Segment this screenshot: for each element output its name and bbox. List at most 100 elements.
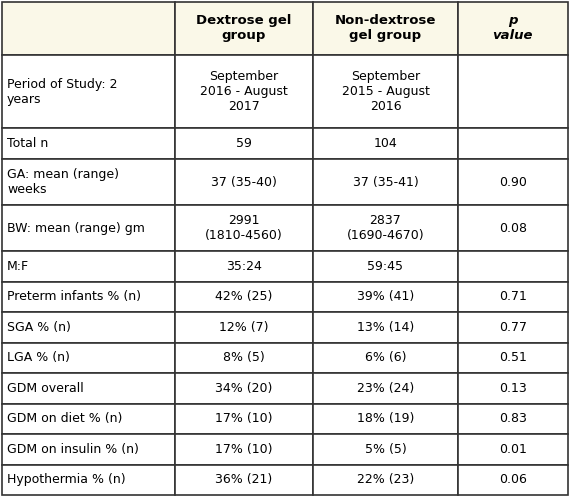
Bar: [174, 282, 314, 312]
Bar: [458, 312, 568, 342]
Bar: [458, 251, 568, 282]
Text: 17% (10): 17% (10): [215, 413, 272, 425]
Text: BW: mean (range) gm: BW: mean (range) gm: [7, 222, 145, 235]
Text: p
value: p value: [492, 14, 533, 42]
Bar: [2, 282, 174, 312]
Bar: [314, 129, 458, 159]
Text: GDM on diet % (n): GDM on diet % (n): [7, 413, 123, 425]
Bar: [2, 205, 174, 251]
Text: 0.83: 0.83: [499, 413, 527, 425]
Bar: [458, 282, 568, 312]
Bar: [314, 434, 458, 465]
Bar: [174, 2, 314, 55]
Bar: [458, 404, 568, 434]
Bar: [174, 404, 314, 434]
Bar: [2, 373, 174, 404]
Text: 0.90: 0.90: [499, 175, 527, 188]
Bar: [458, 465, 568, 495]
Text: September
2015 - August
2016: September 2015 - August 2016: [341, 70, 429, 113]
Bar: [314, 312, 458, 342]
Text: 5% (5): 5% (5): [365, 443, 406, 456]
Bar: [458, 55, 568, 129]
Bar: [174, 205, 314, 251]
Bar: [174, 312, 314, 342]
Text: 0.71: 0.71: [499, 290, 527, 304]
Bar: [314, 373, 458, 404]
Bar: [458, 2, 568, 55]
Bar: [458, 373, 568, 404]
Bar: [174, 342, 314, 373]
Text: 35:24: 35:24: [226, 260, 262, 273]
Bar: [2, 312, 174, 342]
Text: Preterm infants % (n): Preterm infants % (n): [7, 290, 141, 304]
Text: 34% (20): 34% (20): [215, 382, 272, 395]
Text: 13% (14): 13% (14): [357, 321, 414, 334]
Text: September
2016 - August
2017: September 2016 - August 2017: [200, 70, 288, 113]
Text: 37 (35-40): 37 (35-40): [211, 175, 277, 188]
Bar: [314, 404, 458, 434]
Bar: [458, 342, 568, 373]
Text: 36% (21): 36% (21): [215, 473, 272, 486]
Text: 17% (10): 17% (10): [215, 443, 272, 456]
Text: Period of Study: 2
years: Period of Study: 2 years: [7, 78, 117, 105]
Bar: [2, 465, 174, 495]
Text: 37 (35-41): 37 (35-41): [353, 175, 418, 188]
Bar: [174, 434, 314, 465]
Text: 0.51: 0.51: [499, 351, 527, 364]
Bar: [174, 55, 314, 129]
Bar: [314, 159, 458, 205]
Bar: [2, 129, 174, 159]
Text: 18% (19): 18% (19): [357, 413, 414, 425]
Bar: [314, 251, 458, 282]
Text: 12% (7): 12% (7): [219, 321, 268, 334]
Bar: [174, 159, 314, 205]
Bar: [314, 465, 458, 495]
Text: 0.08: 0.08: [499, 222, 527, 235]
Text: 59: 59: [236, 137, 252, 150]
Bar: [314, 2, 458, 55]
Bar: [458, 129, 568, 159]
Text: 22% (23): 22% (23): [357, 473, 414, 486]
Bar: [2, 342, 174, 373]
Text: SGA % (n): SGA % (n): [7, 321, 71, 334]
Bar: [2, 2, 174, 55]
Text: 8% (5): 8% (5): [223, 351, 265, 364]
Bar: [2, 404, 174, 434]
Text: 0.77: 0.77: [499, 321, 527, 334]
Text: 0.06: 0.06: [499, 473, 527, 486]
Text: 6% (6): 6% (6): [365, 351, 406, 364]
Bar: [174, 129, 314, 159]
Bar: [458, 434, 568, 465]
Text: 0.13: 0.13: [499, 382, 527, 395]
Bar: [314, 282, 458, 312]
Bar: [2, 55, 174, 129]
Text: Dextrose gel
group: Dextrose gel group: [196, 14, 292, 42]
Text: GDM on insulin % (n): GDM on insulin % (n): [7, 443, 139, 456]
Text: 59:45: 59:45: [368, 260, 404, 273]
Bar: [458, 205, 568, 251]
Text: 39% (41): 39% (41): [357, 290, 414, 304]
Bar: [458, 159, 568, 205]
Bar: [2, 159, 174, 205]
Text: 2837
(1690-4670): 2837 (1690-4670): [347, 214, 424, 242]
Bar: [174, 373, 314, 404]
Text: Non-dextrose
gel group: Non-dextrose gel group: [335, 14, 436, 42]
Text: Total n: Total n: [7, 137, 48, 150]
Text: M:F: M:F: [7, 260, 29, 273]
Text: GA: mean (range)
weeks: GA: mean (range) weeks: [7, 168, 119, 196]
Text: 42% (25): 42% (25): [215, 290, 272, 304]
Text: GDM overall: GDM overall: [7, 382, 84, 395]
Bar: [2, 434, 174, 465]
Bar: [314, 205, 458, 251]
Text: 23% (24): 23% (24): [357, 382, 414, 395]
Text: 104: 104: [373, 137, 397, 150]
Bar: [174, 465, 314, 495]
Text: 2991
(1810-4560): 2991 (1810-4560): [205, 214, 283, 242]
Bar: [314, 342, 458, 373]
Bar: [314, 55, 458, 129]
Bar: [2, 251, 174, 282]
Text: LGA % (n): LGA % (n): [7, 351, 70, 364]
Bar: [174, 251, 314, 282]
Text: 0.01: 0.01: [499, 443, 527, 456]
Text: Hypothermia % (n): Hypothermia % (n): [7, 473, 125, 486]
